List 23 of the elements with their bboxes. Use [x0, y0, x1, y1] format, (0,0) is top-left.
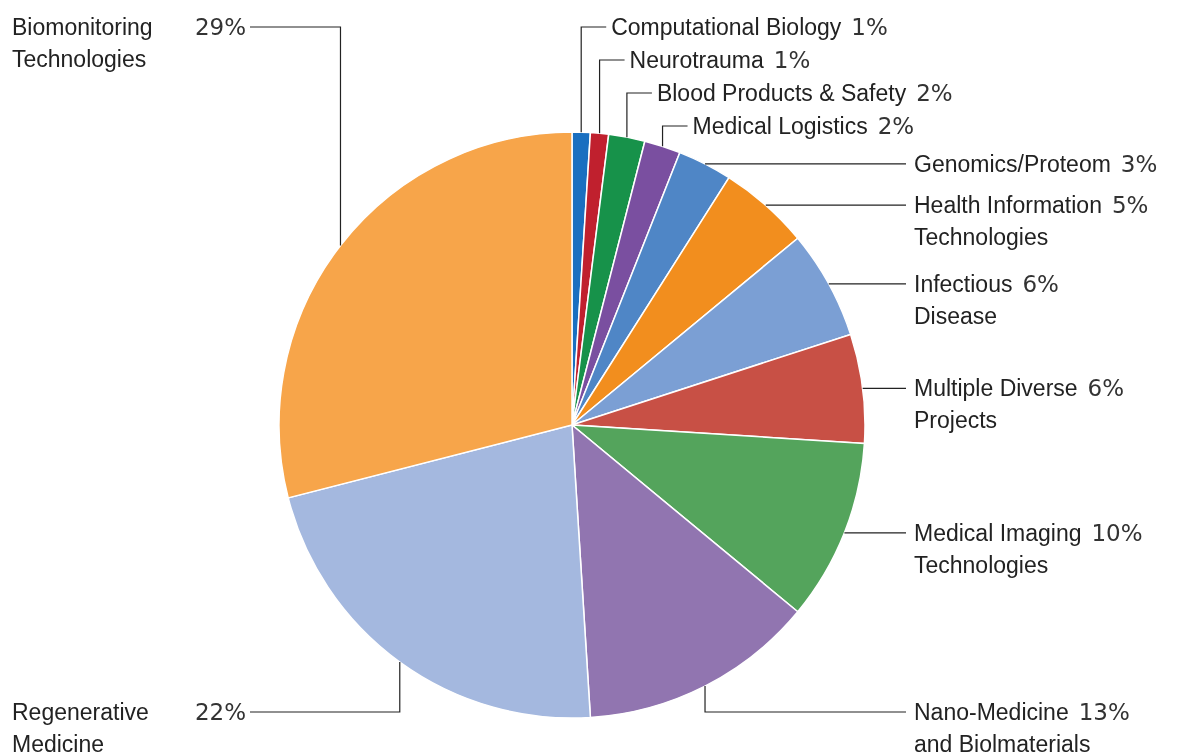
slice-label: Health Information Technologies	[914, 192, 1102, 251]
data-label: 10%	[1091, 519, 1143, 546]
slice-label: Neurotrauma	[629, 47, 765, 73]
slice-label: Computational Biology	[611, 14, 842, 40]
data-label: 1%	[773, 47, 811, 73]
slice-label: Genomics/Proteom	[914, 150, 1111, 177]
data-label: 6%	[1022, 270, 1059, 297]
data-label: 29%	[194, 14, 246, 40]
data-label: 22%	[194, 699, 246, 725]
data-label: 5%	[1111, 192, 1149, 219]
data-label: 1%	[851, 14, 888, 40]
data-label: 3%	[1120, 150, 1158, 177]
slice-label: Multiple Diverse Projects	[914, 375, 1078, 434]
data-label: 2%	[916, 80, 953, 106]
data-label: 2%	[877, 113, 915, 139]
slice-label: Regenerative Medicine	[12, 699, 149, 756]
data-label: 13%	[1078, 699, 1130, 725]
data-label: 6%	[1087, 375, 1125, 402]
slice-label: Blood Products & Safety	[656, 80, 907, 106]
slice-label: Infectious Disease	[914, 270, 1013, 329]
slice-label: Medical Imaging Technologies	[914, 519, 1082, 578]
slice-label: Medical Logistics	[692, 113, 868, 139]
slice-label: Biomonitoring Technologies	[12, 14, 153, 72]
